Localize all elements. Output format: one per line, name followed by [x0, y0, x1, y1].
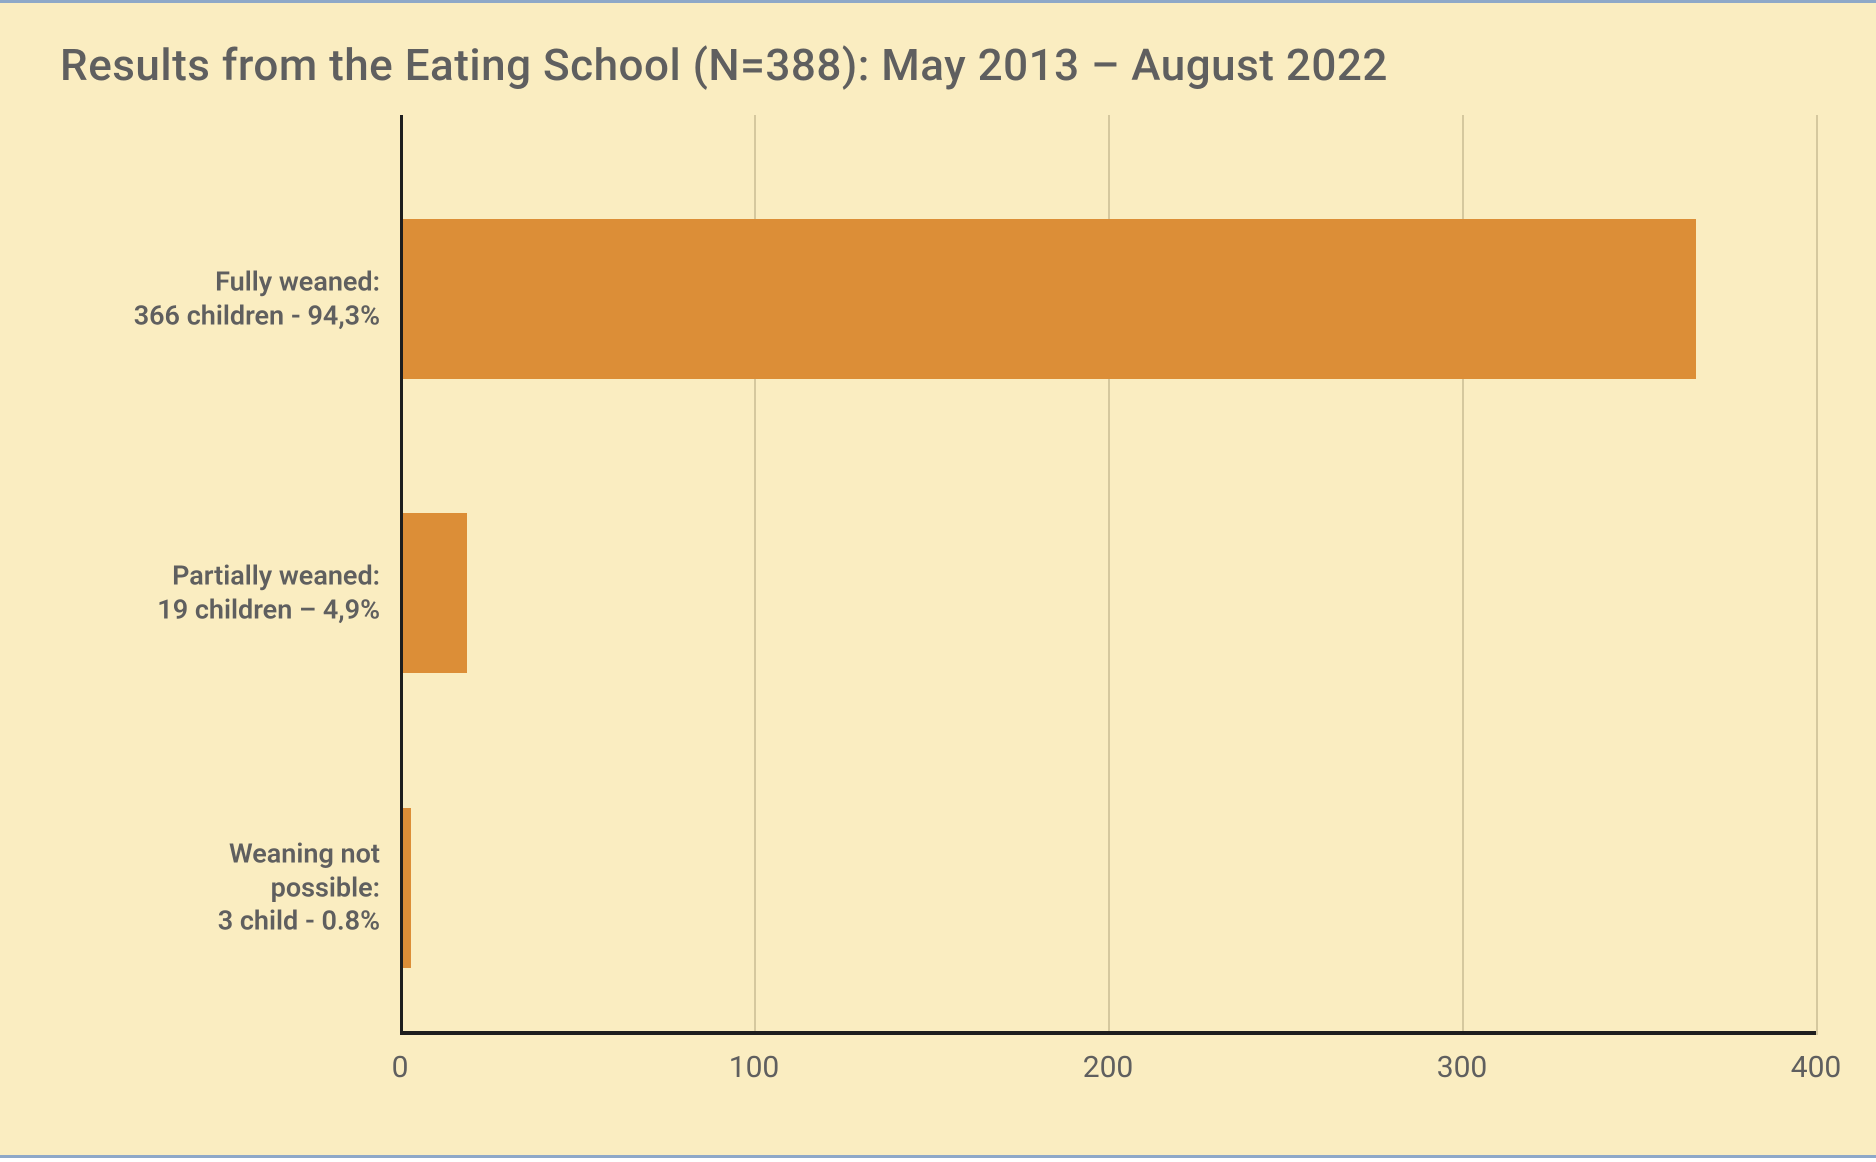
chart-outer-frame: Results from the Eating School (N=388): … [0, 0, 1876, 1158]
chart-title: Results from the Eating School (N=388): … [60, 39, 1816, 91]
y-axis-line [400, 115, 403, 1035]
bar-2 [403, 808, 411, 968]
plot-area: 0 100 200 300 400 [400, 115, 1816, 1095]
y-axis-labels: Fully weaned: 366 children - 94,3% Parti… [60, 115, 400, 1095]
chart-card: Results from the Eating School (N=388): … [0, 3, 1876, 1155]
y-label-0-line1: Fully weaned: [215, 265, 380, 297]
y-label-1-line2: 19 children – 4,9% [157, 593, 380, 625]
x-axis-line [400, 1031, 1816, 1035]
y-label-1-line1: Partially weaned: [172, 560, 380, 592]
x-tick-2: 200 [1083, 1050, 1134, 1085]
y-label-2-line2: possible: [271, 871, 380, 903]
bar-0 [403, 219, 1696, 379]
grid-line-4 [1816, 115, 1818, 1035]
y-label-1: Partially weaned: 19 children – 4,9% [60, 560, 380, 628]
x-tick-1: 100 [729, 1050, 780, 1085]
x-tick-0: 0 [392, 1050, 409, 1085]
y-label-0-line2: 366 children - 94,3% [134, 299, 380, 331]
plot-wrapper: Fully weaned: 366 children - 94,3% Parti… [60, 115, 1816, 1095]
x-tick-4: 400 [1791, 1050, 1842, 1085]
y-label-2: Weaning not possible: 3 child - 0.8% [60, 837, 380, 938]
x-tick-3: 300 [1437, 1050, 1488, 1085]
y-label-2-line3: 3 child - 0.8% [218, 905, 380, 937]
bar-1 [403, 513, 467, 673]
y-label-2-line1: Weaning not [229, 837, 380, 869]
y-label-0: Fully weaned: 366 children - 94,3% [60, 265, 380, 333]
